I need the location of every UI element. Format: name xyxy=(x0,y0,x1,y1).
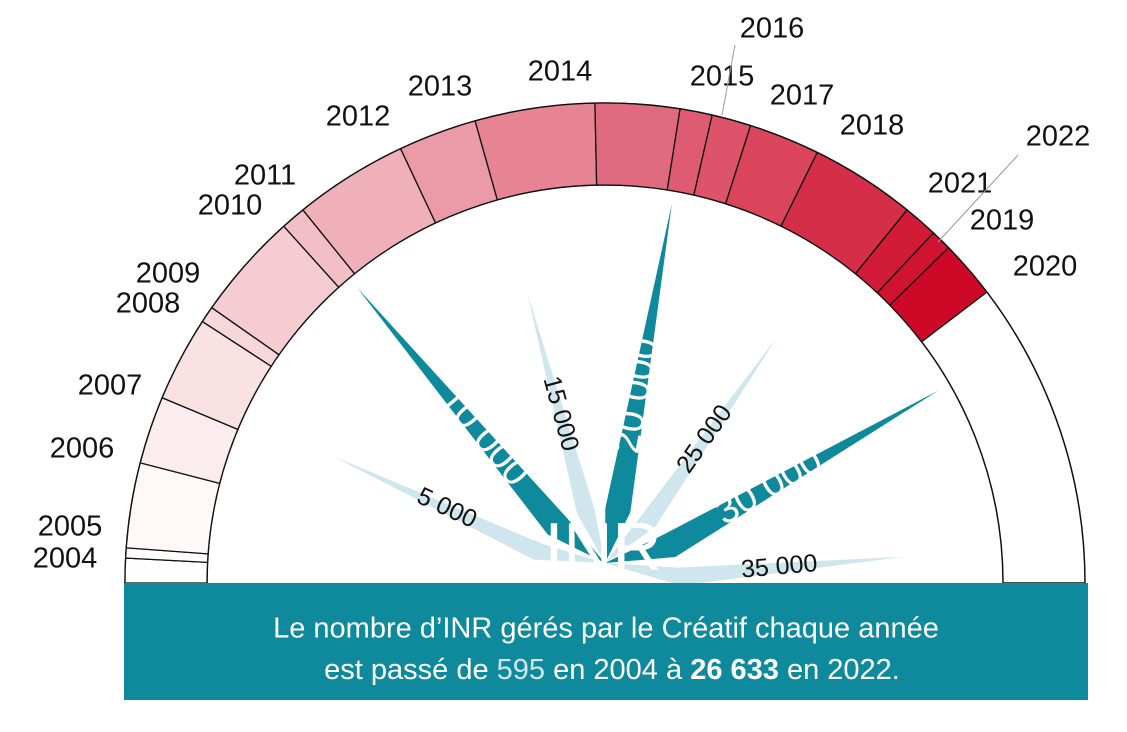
gauge xyxy=(124,102,1086,584)
caption-line: est passé de 595 en 2004 à 26 633 en 202… xyxy=(324,654,900,686)
year-label: 2022 xyxy=(1026,121,1091,153)
scale-label: 20 000 xyxy=(605,335,667,457)
year-segment xyxy=(854,209,935,294)
leader-line xyxy=(721,44,736,116)
scale-spike xyxy=(527,293,605,563)
year-label: 2020 xyxy=(1013,251,1078,283)
year-label: 2021 xyxy=(928,168,993,200)
year-label: 2005 xyxy=(38,511,103,543)
year-label: 2004 xyxy=(33,543,98,575)
scale-spike xyxy=(605,203,672,564)
caption-text: est passé de xyxy=(324,654,497,686)
year-segment xyxy=(594,102,681,191)
caption-number: 595 xyxy=(497,654,545,686)
scale-spike xyxy=(605,556,904,586)
scale-label: 30 000 xyxy=(708,439,830,533)
caption-banner xyxy=(124,583,1088,700)
year-label: 2016 xyxy=(740,13,805,45)
scale-spike xyxy=(357,288,605,563)
center-label: INR xyxy=(544,509,661,585)
year-segment xyxy=(888,246,988,343)
caption-text: en 2004 à xyxy=(545,654,690,686)
scale-label: 15 000 xyxy=(538,373,585,454)
caption-text: en 2022. xyxy=(779,654,900,686)
year-label: 2018 xyxy=(840,110,905,142)
year-label: 2011 xyxy=(234,160,296,192)
year-label: 2013 xyxy=(408,71,473,103)
year-segment xyxy=(474,102,598,201)
scale-label: 35 000 xyxy=(740,549,819,584)
scale-label: 25 000 xyxy=(671,400,738,479)
year-label: 2014 xyxy=(528,56,593,88)
year-label: 2010 xyxy=(198,190,263,222)
year-label: 2019 xyxy=(970,205,1035,237)
year-label: 2015 xyxy=(690,61,755,93)
scale-label: 5 000 xyxy=(413,482,482,534)
year-label: 2007 xyxy=(78,370,143,402)
caption-line: Le nombre d’INR gérés par le Créatif cha… xyxy=(273,613,939,645)
year-label: 2017 xyxy=(770,80,835,112)
scale-label: 10 000 xyxy=(431,378,538,494)
year-label: 2012 xyxy=(326,101,391,133)
leader-line xyxy=(937,154,1019,243)
year-label: 2009 xyxy=(136,258,201,290)
year-label: 2008 xyxy=(116,288,181,320)
caption-number: 26 633 xyxy=(690,654,779,686)
year-label: 2006 xyxy=(50,433,115,465)
